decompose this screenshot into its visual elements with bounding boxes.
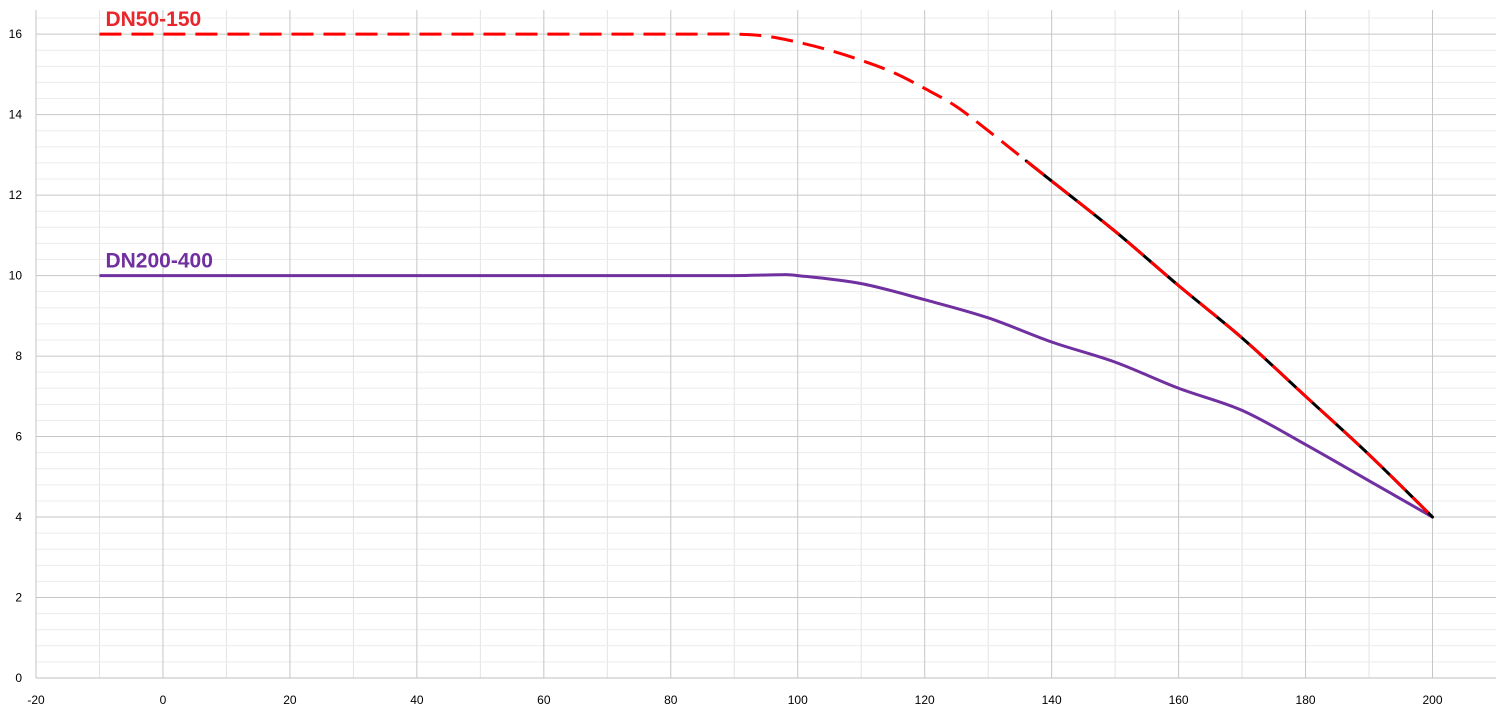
y-tick-label: 8 <box>15 349 22 363</box>
y-tick-label: 16 <box>9 27 23 41</box>
x-axis-tick-labels: -20 0 20 40 60 80 100 120 140 160 180 200 <box>27 693 1443 707</box>
y-tick-label: 6 <box>15 430 22 444</box>
x-tick-label: 0 <box>160 693 167 707</box>
x-tick-label: 40 <box>410 693 424 707</box>
y-tick-label: 10 <box>9 269 23 283</box>
x-tick-label: 180 <box>1296 693 1316 707</box>
minor-grid <box>36 10 1496 678</box>
x-tick-label: -20 <box>27 693 45 707</box>
x-tick-label: 60 <box>537 693 551 707</box>
series-lines <box>99 32 1435 519</box>
y-tick-label: 12 <box>9 188 23 202</box>
y-tick-label: 0 <box>15 671 22 685</box>
x-tick-label: 100 <box>788 693 808 707</box>
y-tick-label: 14 <box>9 108 23 122</box>
series-labels: DN50-150 DN200-400 <box>105 8 212 272</box>
series-label-dn200-400: DN200-400 <box>105 250 212 273</box>
x-tick-label: 160 <box>1169 693 1189 707</box>
y-tick-label: 2 <box>15 591 22 605</box>
x-tick-label: 200 <box>1423 693 1443 707</box>
x-tick-label: 140 <box>1042 693 1062 707</box>
x-tick-label: 80 <box>664 693 678 707</box>
x-tick-label: 20 <box>283 693 297 707</box>
series-line-dn50-150 <box>99 32 1434 519</box>
series-line-dn200-400 <box>99 273 1434 519</box>
series-label-dn50-150: DN50-150 <box>105 8 201 31</box>
y-tick-label: 4 <box>15 510 22 524</box>
x-tick-label: 120 <box>915 693 935 707</box>
y-axis-tick-labels: 0 2 4 6 8 10 12 14 16 <box>9 27 23 685</box>
